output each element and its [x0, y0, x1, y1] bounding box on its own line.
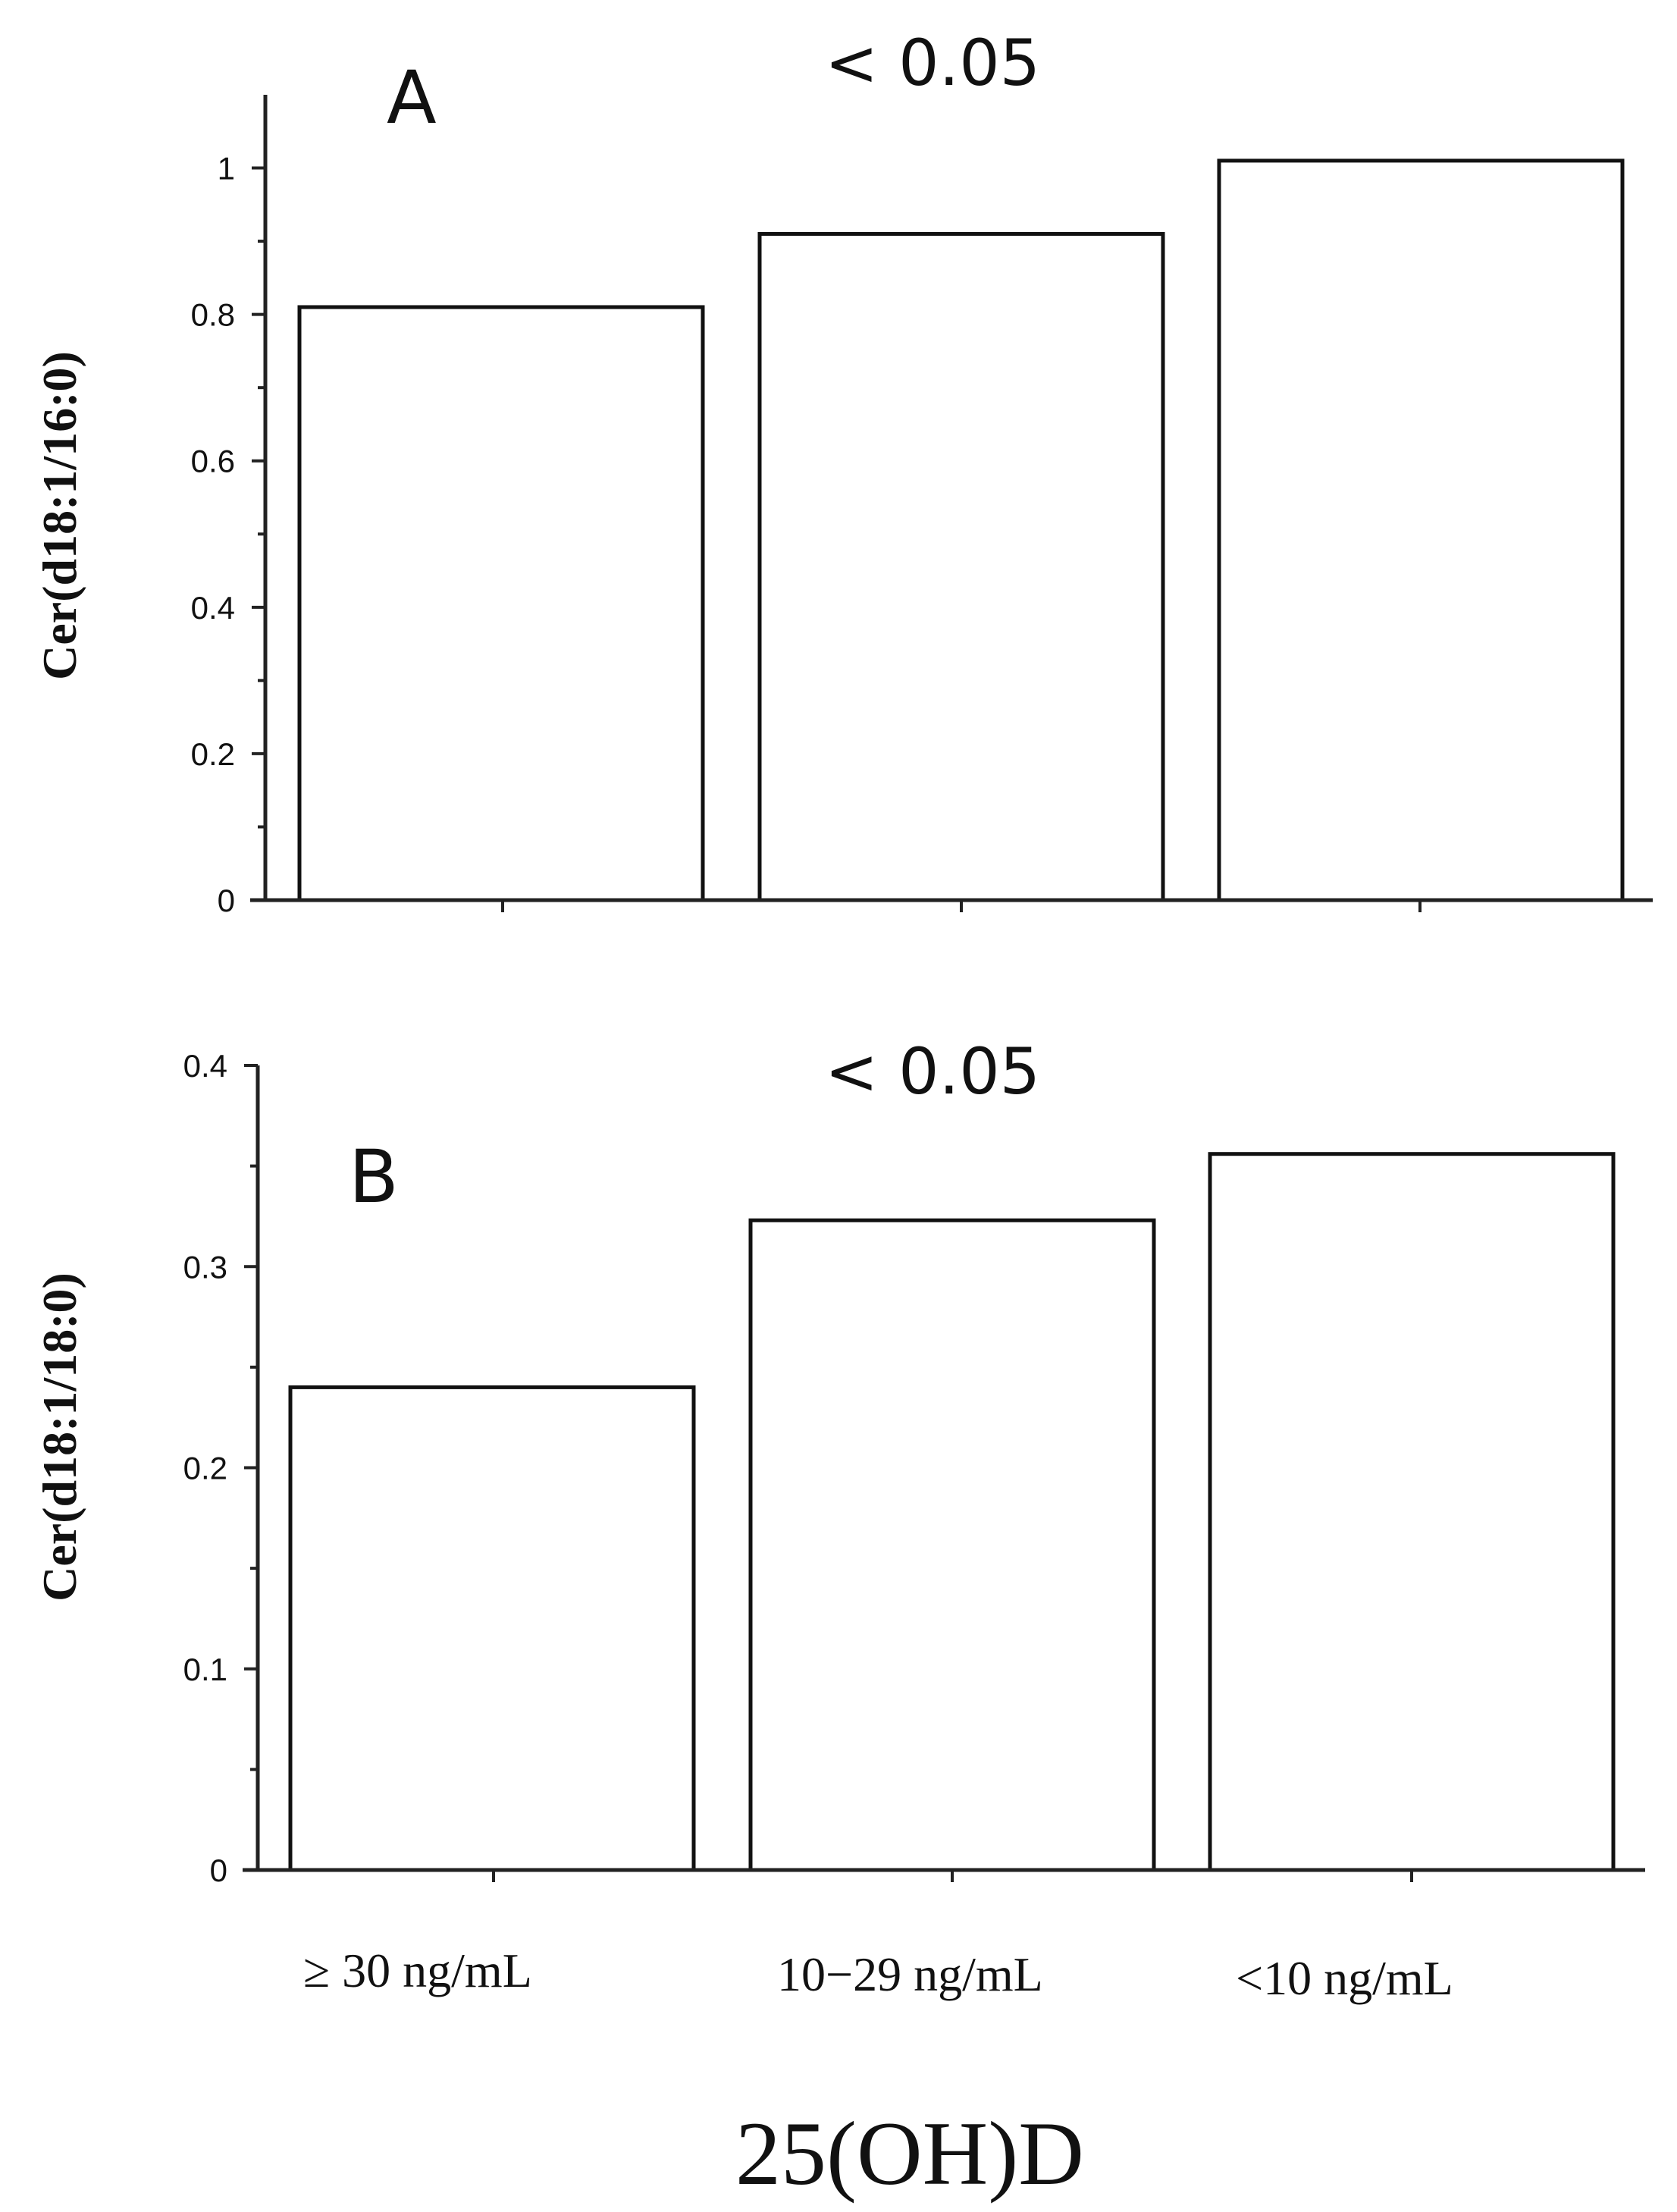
x-axis-title: 25(OH)D: [735, 2103, 1084, 2204]
y-tick-label: 0: [218, 883, 235, 918]
bar-2: [748, 1218, 1156, 1872]
y-tick-label: 0.1: [183, 1652, 227, 1687]
panel-a-letter: A: [387, 55, 437, 140]
panel-b-bars: [288, 1152, 1616, 1872]
panel-b-chart: < 0.05 B Cer(d18:1/18:0) 0 0.1 0.2 0.3 0.4: [33, 1034, 1645, 1888]
y-tick-label: 0.8: [191, 297, 235, 333]
bar-1: [297, 305, 705, 902]
panel-b-letter: B: [349, 1134, 399, 1219]
bar-3: [1208, 1152, 1616, 1872]
bar-3: [1217, 158, 1625, 902]
y-tick-label: 0.4: [183, 1048, 227, 1084]
panel-a-y-axis-title: Cer(d18:1/16:0): [33, 351, 86, 680]
y-tick-label: 0.2: [183, 1451, 227, 1486]
category-label-10-29: 10−29 ng/mL: [777, 1947, 1043, 2001]
y-tick-label: 0: [210, 1853, 227, 1888]
panel-a-bars: [297, 158, 1625, 902]
category-label-lt10: <10 ng/mL: [1236, 1951, 1453, 2005]
panel-a-x-ticks: [501, 900, 1422, 912]
y-tick-label: 0.2: [191, 736, 235, 772]
panel-a-y-ticks: 0 0.2 0.4 0.6 0.8 1: [191, 151, 265, 918]
category-label-ge30: ≥ 30 ng/mL: [303, 1944, 532, 1997]
panel-b-p-value: < 0.05: [825, 1034, 1040, 1109]
y-tick-label: 1: [218, 151, 235, 187]
panel-b-y-axis-title: Cer(d18:1/18:0): [33, 1272, 86, 1602]
panel-a-chart: A < 0.05 Cer(d18:1/16:0) 0 0.2 0.4 0.6 0.8 1: [33, 26, 1653, 918]
panel-b-x-ticks: [492, 1870, 1413, 1882]
bar-2: [757, 231, 1165, 902]
bar-1: [288, 1385, 696, 1872]
y-tick-label: 0.3: [183, 1249, 227, 1285]
y-tick-label: 0.6: [191, 444, 235, 479]
panel-b-y-ticks: 0 0.1 0.2 0.3 0.4: [183, 1048, 258, 1888]
y-tick-label: 0.4: [191, 590, 235, 626]
panel-a-p-value: < 0.05: [825, 26, 1040, 100]
